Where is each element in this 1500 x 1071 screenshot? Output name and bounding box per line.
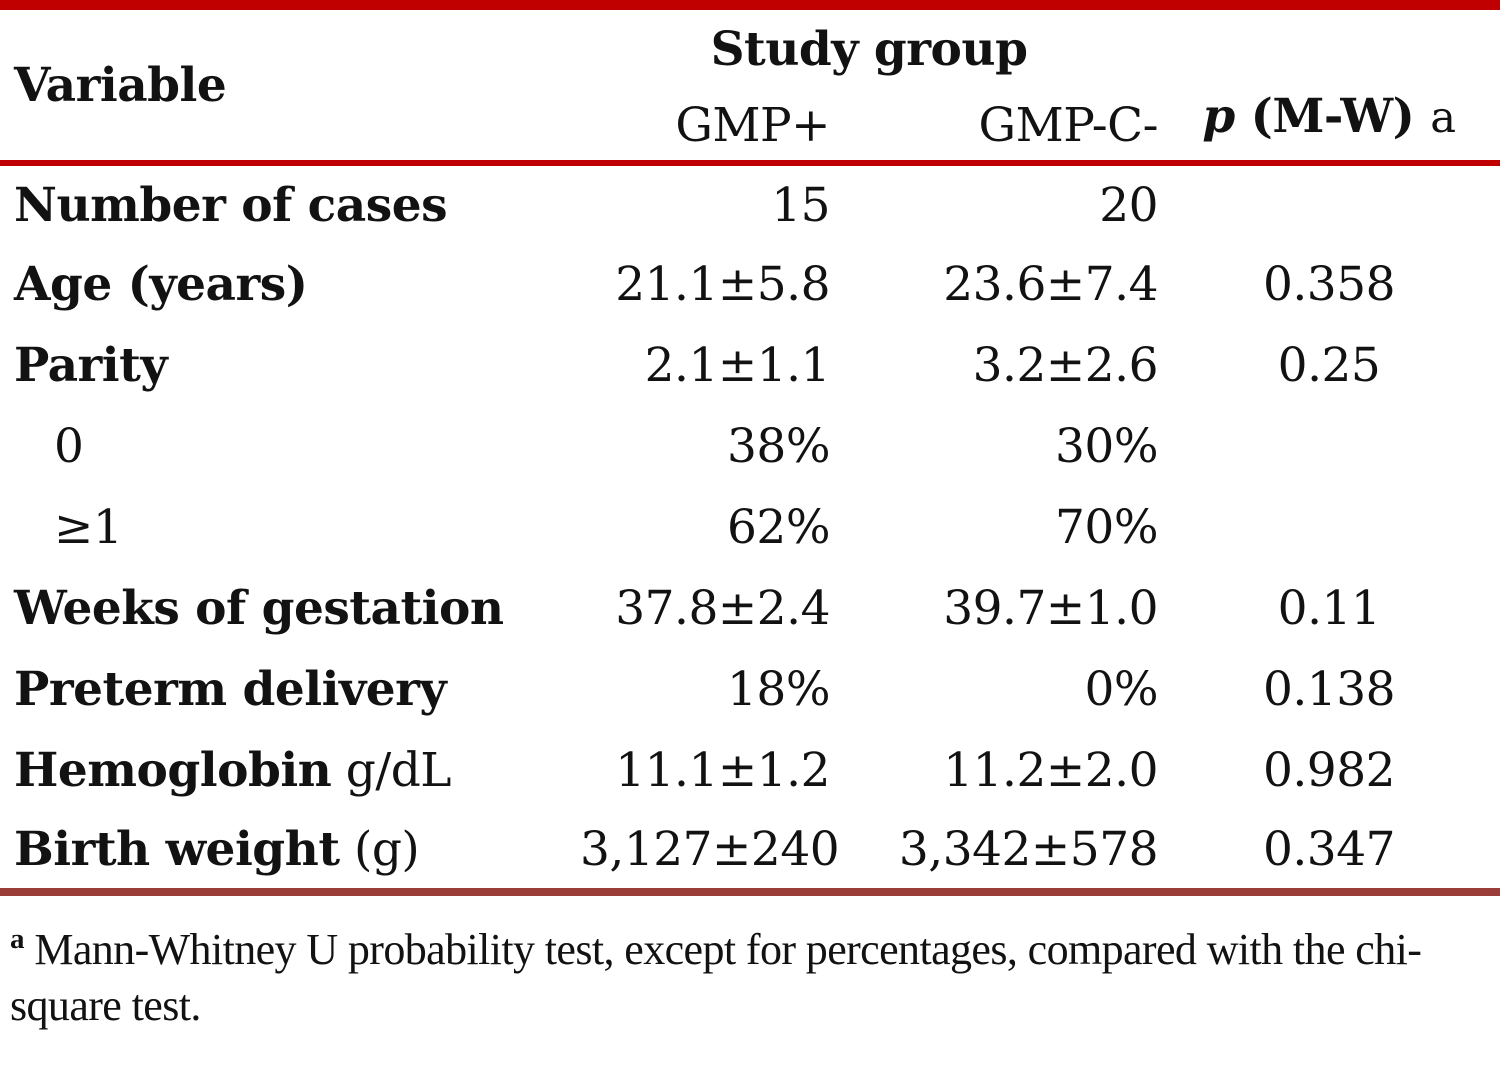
cell-p-value: 0.347 bbox=[1158, 811, 1500, 896]
row-label-text: Hemoglobin bbox=[14, 743, 332, 798]
cell-gmp-c: 3.2±2.6 bbox=[972, 338, 1159, 393]
row-label-text: ≥1 bbox=[54, 500, 123, 555]
row-label-text: Weeks of gestation bbox=[14, 581, 504, 636]
study-group-table: Variable Study group p (M-W) a GMP+ GMP-… bbox=[0, 10, 1500, 896]
row-label-text: Age (years) bbox=[14, 257, 308, 312]
cell-gmp-plus: 3,127±240 bbox=[580, 811, 840, 896]
row-label: Number of cases bbox=[0, 163, 580, 244]
row-label: Weeks of gestation bbox=[0, 568, 580, 649]
row-label-text: Preterm delivery bbox=[14, 662, 447, 717]
cell-gmp-c: 11.2±2.0 bbox=[943, 743, 1158, 798]
gmp-plus-column-header: GMP+ bbox=[580, 80, 831, 166]
cell-gmp-c: 23.6±7.4 bbox=[943, 257, 1158, 312]
p-value-column-header: p (M-W) a bbox=[1158, 10, 1500, 166]
cell-p-value: 0.11 bbox=[1277, 581, 1381, 636]
footnote-text: Mann-Whitney U probability test, except … bbox=[10, 925, 1422, 1031]
cell-p-value: 0.358 bbox=[1262, 257, 1396, 312]
row-label-text: 0 bbox=[54, 419, 84, 474]
table-row-preterm-delivery: Preterm delivery 18% 0% 0.138 bbox=[0, 649, 1500, 730]
row-label: Preterm delivery bbox=[0, 649, 580, 730]
row-label: Birth weight (g) bbox=[0, 811, 580, 896]
variable-column-header: Variable bbox=[0, 10, 580, 166]
table-footnote: a Mann-Whitney U probability test, excep… bbox=[0, 896, 1500, 1035]
table-row-number-of-cases: Number of cases 15 20 bbox=[0, 163, 1500, 244]
cell-p-value bbox=[1158, 163, 1500, 244]
cell-gmp-c: 3,342±578 bbox=[830, 811, 1159, 896]
table-header: Variable Study group p (M-W) a GMP+ GMP-… bbox=[0, 10, 1500, 166]
table-body: Number of cases 15 20 Age (years) 21.1±5… bbox=[0, 163, 1500, 896]
row-label-suffix: (g) bbox=[339, 822, 420, 877]
cell-gmp-c: 0% bbox=[1084, 662, 1158, 717]
row-label: ≥1 bbox=[0, 487, 580, 568]
table-row-weeks-of-gestation: Weeks of gestation 37.8±2.4 39.7±1.0 0.1… bbox=[0, 568, 1500, 649]
cell-gmp-plus: 37.8±2.4 bbox=[615, 581, 830, 636]
row-label: Age (years) bbox=[0, 244, 580, 325]
cell-p-value: 0.982 bbox=[1262, 743, 1396, 798]
table-row-parity-ge1: ≥1 62% 70% bbox=[0, 487, 1500, 568]
cell-gmp-plus: 21.1±5.8 bbox=[615, 257, 830, 312]
cell-gmp-plus: 15 bbox=[771, 177, 830, 233]
cell-p-value bbox=[1158, 487, 1500, 568]
cell-gmp-plus: 38% bbox=[727, 419, 830, 474]
row-label-text: Number of cases bbox=[14, 177, 448, 233]
cell-gmp-c: 20 bbox=[1099, 177, 1158, 233]
row-label-text: Parity bbox=[14, 338, 168, 393]
cell-gmp-plus: 2.1±1.1 bbox=[644, 338, 831, 393]
cell-gmp-plus: 18% bbox=[727, 662, 830, 717]
p-footnote-marker: a bbox=[1430, 93, 1456, 143]
table-row-parity: Parity 2.1±1.1 3.2±2.6 0.25 bbox=[0, 325, 1500, 406]
cell-gmp-c: 30% bbox=[1055, 419, 1158, 474]
gmp-c-column-header: GMP-C- bbox=[830, 80, 1159, 166]
cell-gmp-plus: 11.1±1.2 bbox=[615, 743, 830, 798]
p-test-abbrev: (M-W) bbox=[1250, 89, 1415, 144]
study-group-column-header: Study group bbox=[710, 21, 1028, 77]
table-row-birth-weight: Birth weight (g) 3,127±240 3,342±578 0.3… bbox=[0, 811, 1500, 896]
row-label: Hemoglobin g/dL bbox=[0, 730, 580, 811]
table-row-parity-zero: 0 38% 30% bbox=[0, 406, 1500, 487]
cell-p-value bbox=[1158, 406, 1500, 487]
table-row-hemoglobin: Hemoglobin g/dL 11.1±1.2 11.2±2.0 0.982 bbox=[0, 730, 1500, 811]
cell-gmp-c: 70% bbox=[1055, 500, 1158, 555]
row-label: 0 bbox=[0, 406, 580, 487]
row-label-suffix: g/dL bbox=[331, 743, 452, 798]
top-rule bbox=[0, 0, 1500, 10]
footnote-marker: a bbox=[10, 923, 25, 956]
row-label: Parity bbox=[0, 325, 580, 406]
cell-gmp-plus: 62% bbox=[727, 500, 830, 555]
cell-p-value: 0.25 bbox=[1277, 338, 1381, 393]
cell-p-value: 0.138 bbox=[1262, 662, 1396, 717]
table-row-age: Age (years) 21.1±5.8 23.6±7.4 0.358 bbox=[0, 244, 1500, 325]
cell-gmp-c: 39.7±1.0 bbox=[943, 581, 1158, 636]
row-label-text: Birth weight bbox=[14, 822, 340, 877]
p-symbol: p bbox=[1202, 89, 1235, 144]
